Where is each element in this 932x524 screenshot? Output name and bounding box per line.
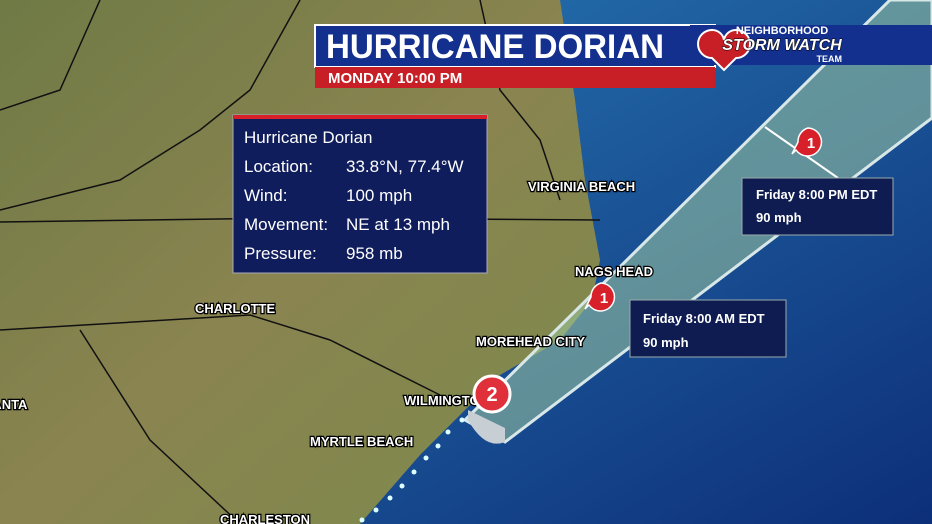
time: MONDAY 10:00 PM bbox=[328, 70, 462, 87]
info-label: Movement: bbox=[244, 215, 328, 234]
forecast-box: Friday 8:00 AM EDT 90 mph bbox=[629, 299, 787, 358]
city-label: ATLANTA bbox=[0, 397, 28, 412]
city-label: NAGS HEAD bbox=[575, 264, 653, 279]
header: HURRICANE DORIAN MONDAY 10:00 PM bbox=[314, 24, 716, 88]
info-value: 100 mph bbox=[346, 186, 412, 205]
info-value: 33.8°N, 77.4°W bbox=[346, 157, 464, 176]
marker-label: 2 bbox=[486, 384, 497, 406]
past-track bbox=[359, 417, 465, 523]
logo: NEIGHBORHOOD STORM WATCH TEAM bbox=[690, 25, 932, 72]
forecast-time: Friday 8:00 AM EDT bbox=[643, 311, 765, 326]
info-value: 958 mb bbox=[346, 244, 403, 263]
info-label: Wind: bbox=[244, 186, 287, 205]
city-label: MOREHEAD CITY bbox=[476, 334, 585, 349]
storm-marker: 1 bbox=[791, 127, 823, 157]
info-title: Hurricane Dorian bbox=[244, 128, 373, 147]
forecast-wind: 90 mph bbox=[643, 335, 689, 350]
city-label: MYRTLE BEACH bbox=[310, 434, 413, 449]
storm-marker: 2 bbox=[472, 374, 512, 414]
info-label: Pressure: bbox=[244, 244, 317, 263]
forecast-time: Friday 8:00 PM EDT bbox=[756, 187, 877, 202]
info-value: NE at 13 mph bbox=[346, 215, 450, 234]
forecast-wind: 90 mph bbox=[756, 210, 802, 225]
storm-marker: 1 bbox=[584, 282, 616, 312]
forecast-box: Friday 8:00 PM EDT 90 mph bbox=[741, 177, 894, 236]
logo-text: TEAM bbox=[817, 54, 843, 64]
cone-base bbox=[468, 410, 505, 444]
marker-label: 1 bbox=[807, 135, 815, 152]
city-label: VIRGINIA BEACH bbox=[528, 179, 635, 194]
city-label: WILMINGTON bbox=[404, 393, 489, 408]
city-label: CHARLESTON bbox=[220, 512, 310, 524]
marker-label: 1 bbox=[600, 290, 608, 307]
info-label: Location: bbox=[244, 157, 313, 176]
title: HURRICANE DORIAN bbox=[326, 28, 664, 66]
info-box: Hurricane Dorian Location: 33.8°N, 77.4°… bbox=[232, 114, 488, 274]
city-label: CHARLOTTE bbox=[195, 301, 275, 316]
logo-text: NEIGHBORHOOD bbox=[736, 25, 828, 37]
logo-text: STORM WATCH bbox=[722, 37, 842, 54]
